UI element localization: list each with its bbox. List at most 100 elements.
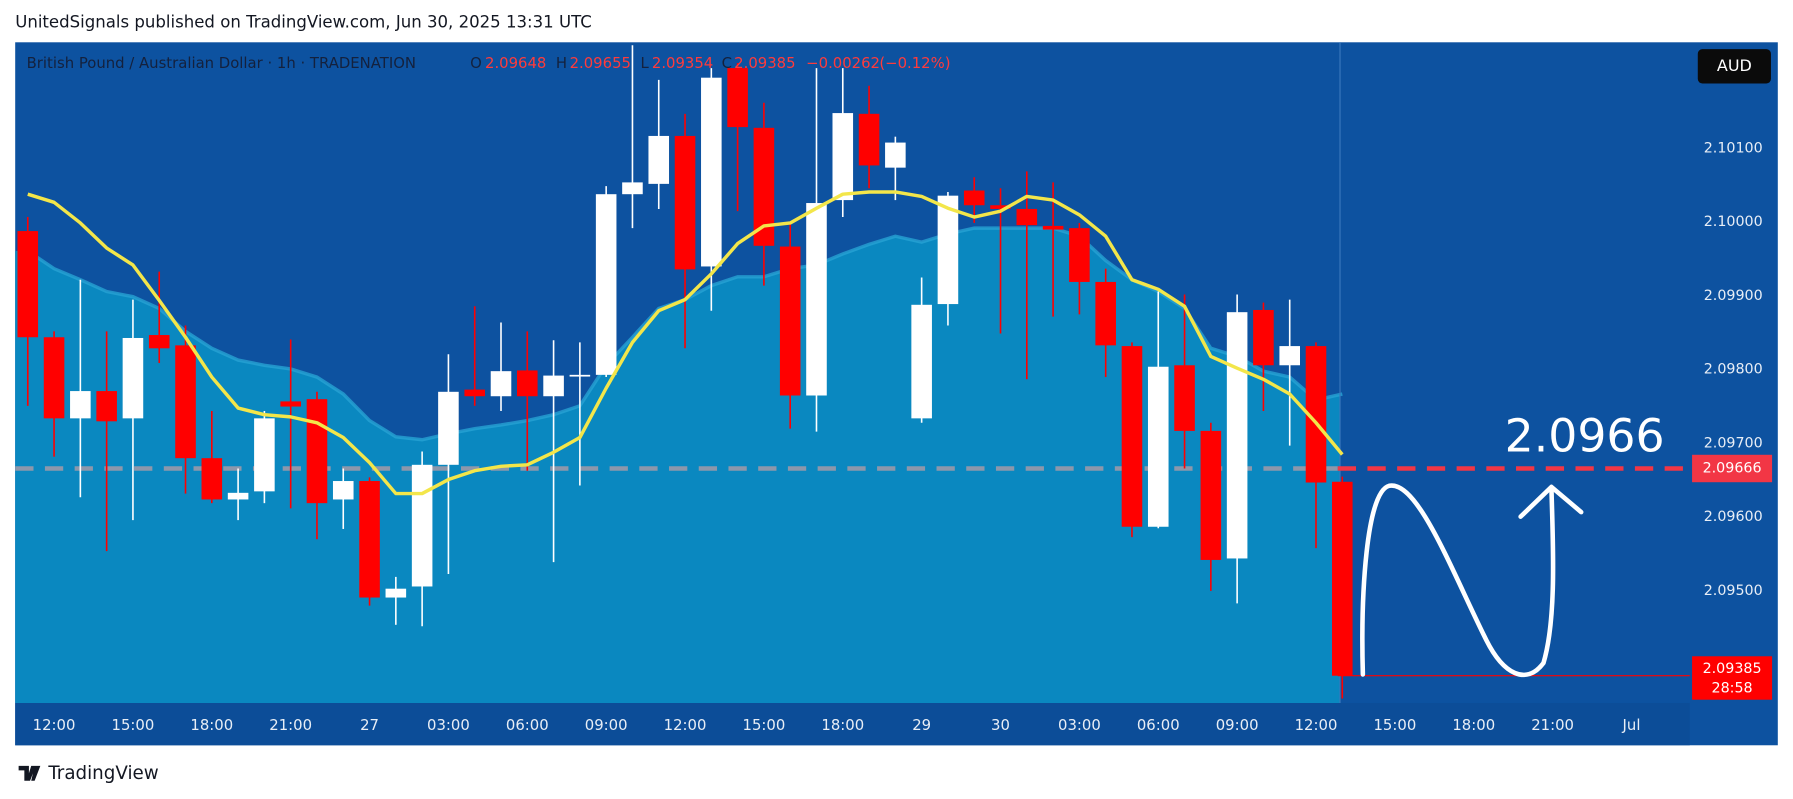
x-tick-label: 09:00 bbox=[585, 716, 628, 734]
x-tick-label: Jul bbox=[1622, 716, 1641, 734]
branding: TradingView bbox=[47, 763, 158, 784]
y-tick-label: 2.09900 bbox=[1704, 288, 1763, 304]
candle-body bbox=[963, 190, 985, 206]
candle-body bbox=[832, 113, 854, 201]
candle-body bbox=[1226, 312, 1248, 559]
candle-body bbox=[595, 194, 617, 375]
x-tick-label: 09:00 bbox=[1216, 716, 1259, 734]
overlay-layer: British Pound / Australian Dollar · 1h ·… bbox=[18, 49, 1773, 784]
candle-body bbox=[306, 399, 328, 504]
x-tick-label: 03:00 bbox=[427, 716, 470, 734]
candle-body bbox=[727, 68, 748, 128]
candle-body bbox=[569, 374, 591, 377]
moving-average bbox=[27, 190, 1344, 496]
candle-body bbox=[1279, 346, 1301, 366]
candle-body bbox=[1095, 281, 1116, 346]
symbol-title: British Pound / Australian Dollar · 1h ·… bbox=[27, 54, 416, 72]
candle-body bbox=[1200, 430, 1222, 560]
candle-body bbox=[885, 142, 906, 168]
last-price-label: 2.09385 bbox=[1703, 661, 1762, 677]
x-tick-label: 12:00 bbox=[664, 716, 707, 734]
candle-body bbox=[359, 481, 380, 598]
candle-body bbox=[490, 371, 512, 397]
candle-body bbox=[175, 345, 196, 459]
x-tick-label: 18:00 bbox=[821, 716, 864, 734]
legend-h: H bbox=[556, 54, 567, 72]
candle-body bbox=[1121, 346, 1143, 527]
legend-c: C bbox=[722, 54, 732, 72]
candle-body bbox=[911, 304, 932, 419]
logo-icon bbox=[18, 765, 41, 781]
currency-button[interactable] bbox=[1697, 49, 1771, 84]
hand-drawn-arrow bbox=[1360, 483, 1556, 677]
arrow-head bbox=[1518, 484, 1584, 519]
countdown: 28:58 bbox=[1712, 680, 1753, 696]
candle-body bbox=[1305, 346, 1327, 483]
x-tick-label: 15:00 bbox=[743, 716, 786, 734]
candle-body bbox=[674, 135, 696, 270]
candle-body bbox=[96, 391, 117, 422]
candle-body bbox=[385, 588, 407, 598]
y-tick-label: 2.09500 bbox=[1704, 583, 1763, 599]
x-tick-label: 15:00 bbox=[1373, 716, 1416, 734]
candle-body bbox=[1332, 481, 1353, 676]
candle-body bbox=[1016, 208, 1038, 226]
candle-body bbox=[806, 203, 827, 396]
legend-change-pct: (−0.12%) bbox=[879, 54, 950, 72]
legend-o: O bbox=[470, 54, 482, 72]
legend-high: 2.09655 bbox=[570, 54, 631, 72]
candle-body bbox=[779, 246, 801, 396]
x-tick-label: 06:00 bbox=[506, 716, 549, 734]
candle-body bbox=[648, 135, 670, 184]
price-line-label: 2.09666 bbox=[1703, 460, 1762, 476]
legend-open: 2.09648 bbox=[485, 54, 546, 72]
candle-body bbox=[332, 481, 354, 500]
candle-body bbox=[543, 375, 564, 397]
x-tick-label: 29 bbox=[912, 716, 931, 734]
candle-body bbox=[1253, 309, 1274, 366]
x-tick-label: 12:00 bbox=[33, 716, 76, 734]
x-tick-label: 12:00 bbox=[1295, 716, 1338, 734]
y-tick-label: 2.09700 bbox=[1704, 435, 1763, 451]
currency-label[interactable]: AUD bbox=[1717, 56, 1752, 75]
legend-l: L bbox=[640, 54, 649, 72]
candle-body bbox=[1069, 228, 1090, 282]
cloud-area bbox=[15, 228, 1343, 703]
legend-close: 2.09385 bbox=[734, 54, 795, 72]
candle-body bbox=[622, 182, 643, 195]
candle-body bbox=[858, 113, 880, 166]
last-price-tag bbox=[1692, 656, 1773, 700]
candle-body bbox=[701, 77, 722, 267]
x-tick-label: 18:00 bbox=[190, 716, 233, 734]
candle-body bbox=[990, 205, 1011, 209]
y-tick-label: 2.10000 bbox=[1704, 214, 1763, 230]
x-tick-label: 06:00 bbox=[1137, 716, 1180, 734]
publisher-line: UnitedSignals published on TradingView.c… bbox=[15, 12, 592, 31]
y-tick-label: 2.09800 bbox=[1704, 362, 1763, 378]
candle-body bbox=[17, 231, 39, 338]
candle-body bbox=[254, 418, 275, 492]
candle-body bbox=[227, 492, 249, 500]
candle-body bbox=[148, 335, 170, 349]
candle-body bbox=[411, 464, 433, 587]
x-tick-label: 27 bbox=[360, 716, 379, 734]
candle-body bbox=[122, 337, 144, 419]
candle-body bbox=[201, 458, 223, 500]
candle-body bbox=[753, 127, 775, 246]
x-tick-label: 03:00 bbox=[1058, 716, 1101, 734]
candle-body bbox=[1174, 365, 1195, 431]
x-tick-label: 30 bbox=[991, 716, 1010, 734]
candle-body bbox=[464, 389, 485, 397]
y-tick-label: 2.10100 bbox=[1704, 140, 1763, 156]
y-tick-label: 2.09600 bbox=[1704, 509, 1763, 525]
candle-body bbox=[280, 401, 301, 407]
annotation: 2.0966 bbox=[1505, 409, 1665, 462]
candle-body bbox=[517, 370, 538, 397]
candle-body bbox=[1042, 225, 1064, 230]
x-tick-label: 21:00 bbox=[1531, 716, 1574, 734]
candle-body bbox=[70, 391, 91, 419]
x-tick-label: 21:00 bbox=[269, 716, 312, 734]
legend-low: 2.09354 bbox=[652, 54, 713, 72]
x-tick-label: 18:00 bbox=[1452, 716, 1495, 734]
